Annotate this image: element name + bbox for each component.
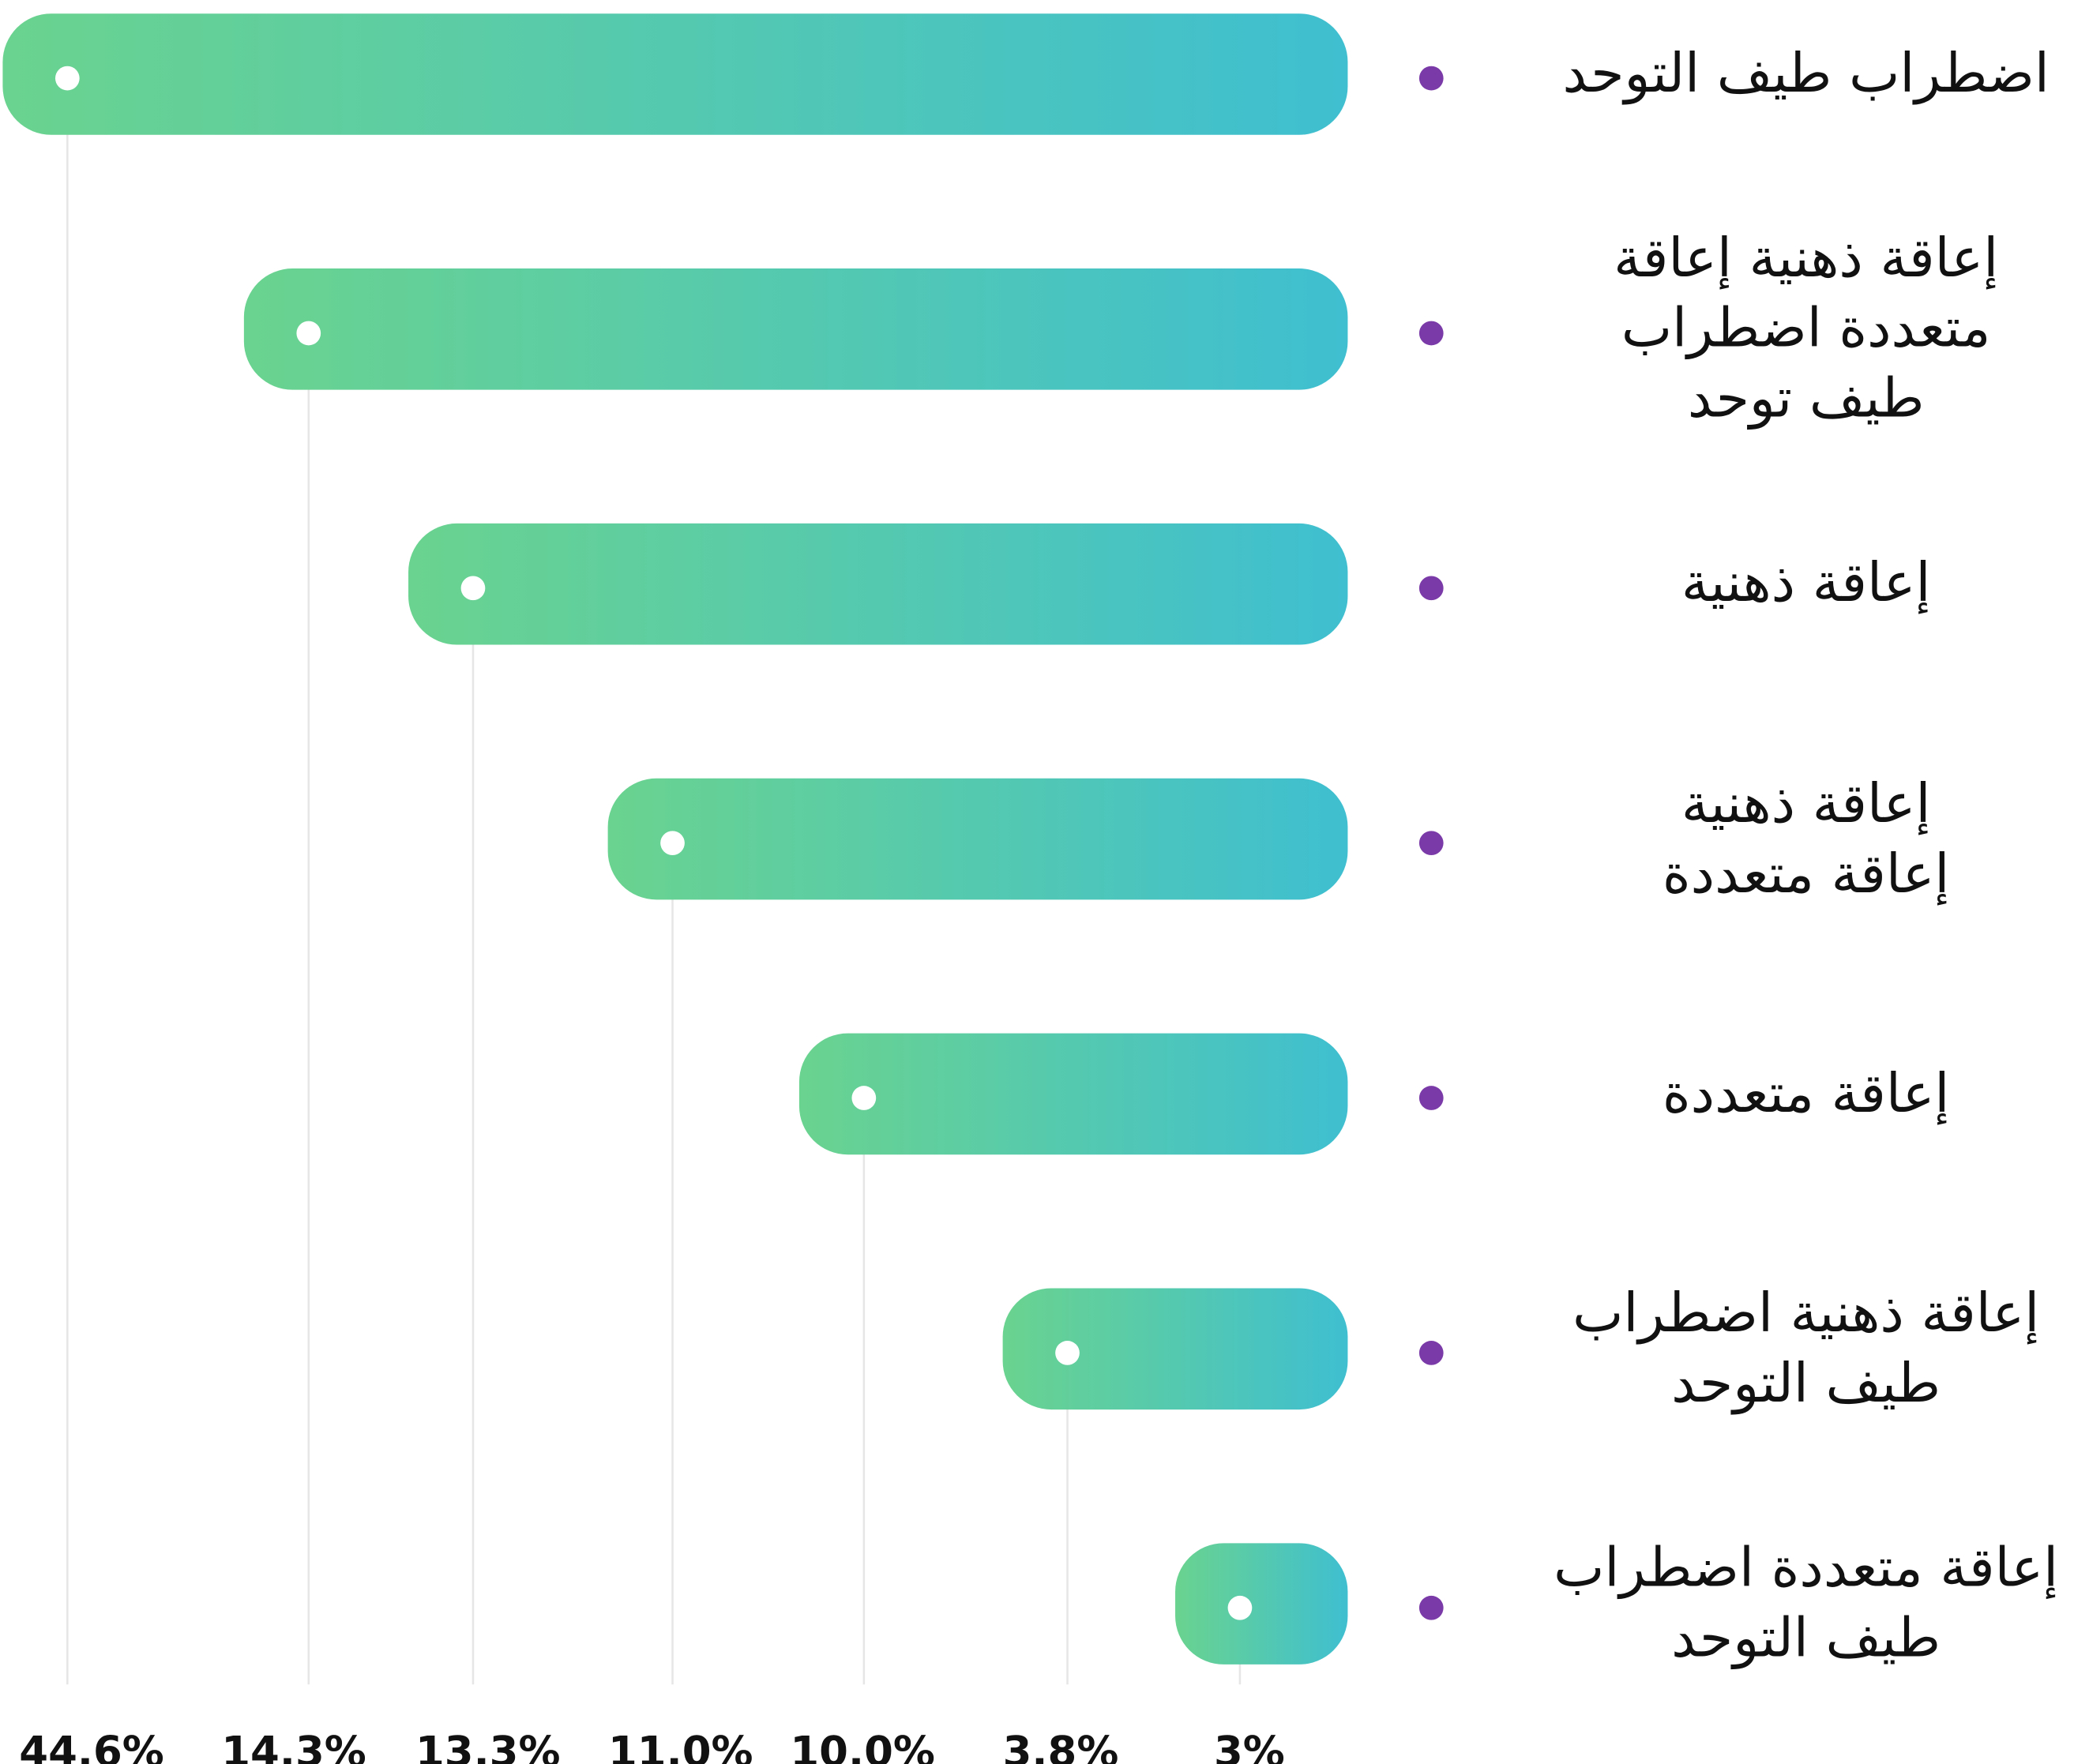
bar-dot	[460, 576, 486, 601]
value-label: 14.3%	[221, 1728, 366, 1764]
bar-dot	[54, 66, 80, 91]
value-label: 3%	[1214, 1728, 1285, 1764]
category-label: إعاقة ذهنية اضطراب طيف التوحد	[1572, 1282, 2040, 1415]
bar-dot	[851, 1086, 877, 1110]
category-label: إعاقة ذهنية	[1681, 553, 1931, 615]
bullet	[1418, 576, 1444, 601]
bar	[1002, 1288, 1348, 1410]
bullet	[1418, 831, 1444, 856]
bar	[408, 523, 1348, 645]
bullet	[1418, 1086, 1444, 1110]
bar-dot	[660, 831, 685, 856]
bullet	[1418, 66, 1444, 91]
category-label: اضطراب طيف التوحد	[1562, 43, 2050, 106]
category-label: إعاقة متعددة اضطراب طيف التوحد	[1554, 1537, 2059, 1670]
category-label-box: إعاقة متعددة	[1662, 1063, 1950, 1125]
category-label: إعاقة ذهنية إعاقة متعددة	[1662, 772, 1950, 906]
bullet	[1418, 321, 1444, 346]
category-label-box: إعاقة ذهنية إعاقة متعددة اضطراب طيف توحد	[1614, 227, 1999, 430]
value-label: 44.6%	[19, 1728, 164, 1764]
value-label: 10.0%	[790, 1728, 935, 1764]
category-label-box: إعاقة ذهنية	[1681, 553, 1931, 615]
category-label-box: اضطراب طيف التوحد	[1562, 43, 2050, 106]
category-label: إعاقة متعددة	[1662, 1063, 1950, 1125]
category-label: إعاقة ذهنية إعاقة متعددة اضطراب طيف توحد	[1614, 227, 1999, 430]
category-label-box: إعاقة ذهنية إعاقة متعددة	[1662, 772, 1950, 906]
bar	[607, 778, 1348, 900]
bar	[798, 1033, 1348, 1155]
bar-dot	[1227, 1595, 1253, 1620]
bar	[2, 13, 1348, 135]
category-label-box: إعاقة متعددة اضطراب طيف التوحد	[1554, 1537, 2059, 1670]
value-label: 13.3%	[415, 1728, 561, 1764]
bar-dot	[296, 321, 321, 346]
bullet	[1418, 1341, 1444, 1365]
bar	[1175, 1543, 1348, 1665]
bullet	[1418, 1595, 1444, 1620]
value-label: 3.8%	[1003, 1728, 1119, 1764]
bar	[243, 268, 1348, 390]
bar-dot	[1055, 1341, 1080, 1365]
category-label-box: إعاقة ذهنية اضطراب طيف التوحد	[1572, 1282, 2040, 1415]
value-label: 11.0%	[608, 1728, 753, 1764]
